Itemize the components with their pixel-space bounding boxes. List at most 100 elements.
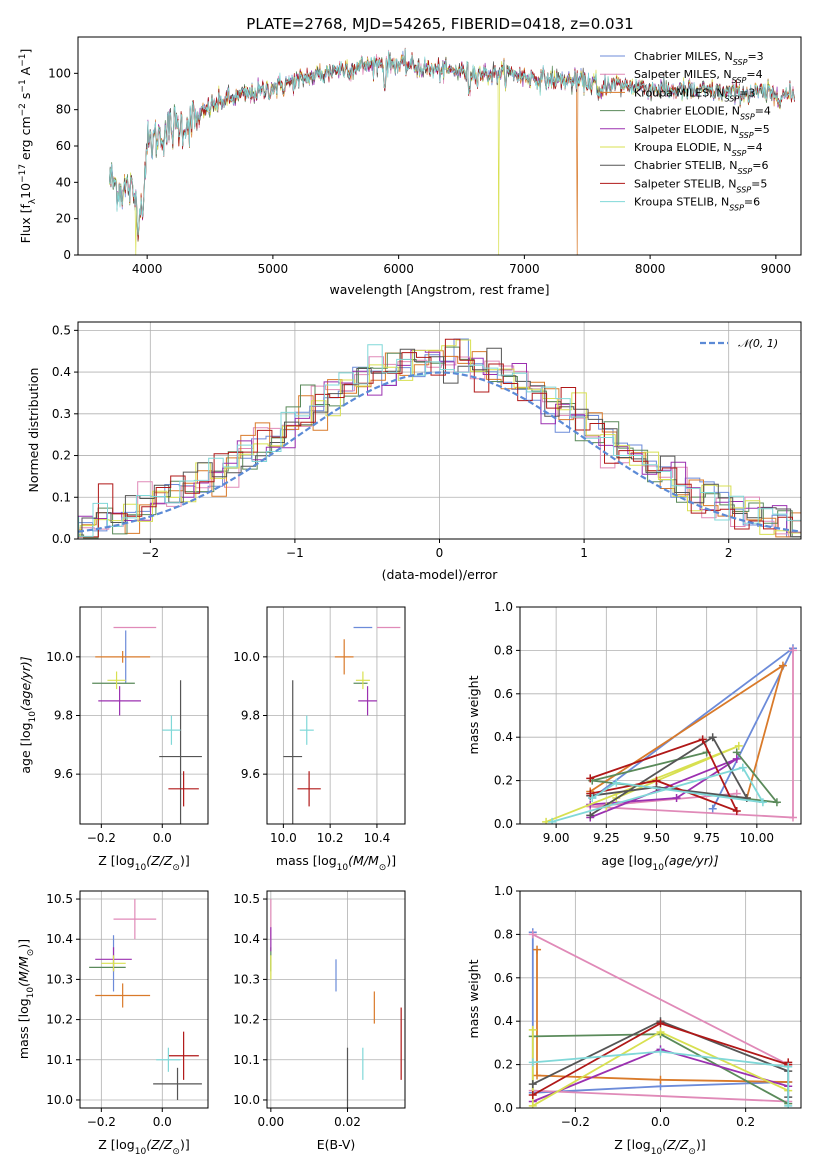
legend-label-name: Salpeter ELODIE, N: [634, 123, 739, 136]
legend-label-sub: SSP: [732, 149, 747, 158]
weight-vs-age-panel: 9.00 9.25 9.50 9.75 10.00 0.0 0.2 0.4 0.6 0.8 1.0 a…: [466, 600, 802, 873]
y-axis-label: mass [log10(M/M⊙)]: [16, 939, 36, 1059]
x-axis-label-part: ⊙: [172, 863, 180, 873]
y-axis-label-part: s: [18, 93, 33, 104]
x-tick-label: 9.00: [543, 831, 570, 845]
y-tick-label: 0.6: [494, 687, 513, 701]
weight-marker: [586, 774, 595, 783]
legend-label-name: Kroupa STELIB, N: [634, 196, 729, 209]
x-axis-label-part: age [log: [601, 853, 652, 868]
weight-marker: [758, 798, 767, 807]
y-tick-label: 0.0: [52, 532, 71, 546]
y-tick-label: 0.1: [52, 490, 71, 504]
weight-marker: [788, 646, 797, 655]
legend-label-count: =3: [739, 86, 755, 99]
y-tick-label: 10.0: [46, 650, 73, 664]
weight-marker: [533, 1071, 542, 1080]
plot-area: [270, 899, 402, 1108]
weight-marker: [548, 817, 557, 824]
plot-area: [283, 626, 401, 824]
x-axis-label-part: ⊙: [688, 1147, 696, 1157]
x-tick-label: 4000: [132, 262, 163, 276]
y-axis-label-part: (age/yr)]: [18, 656, 33, 711]
x-axis-label: age [log10(age/yr)]: [601, 853, 718, 873]
x-tick-label: −0.2: [87, 831, 116, 845]
y-axis-label: age [log10(age/yr)]: [18, 656, 38, 773]
x-axis-label-part: Z [log: [614, 1137, 650, 1152]
legend-label: Kroupa ELODIE, NSSP=4: [634, 141, 763, 158]
histogram-step: [78, 350, 801, 538]
y-tick-label: 0.4: [52, 365, 71, 379]
legend-label: Chabrier ELODIE, NSSP=4: [634, 105, 771, 122]
plot-area: [89, 899, 202, 1100]
y-axis-label-part: −1: [18, 79, 28, 92]
y-tick-label: 100: [48, 66, 71, 80]
plot-area: [92, 626, 202, 824]
x-axis-label-part: mass [log: [276, 853, 337, 868]
age-vs-mass-panel: 10.0 10.2 10.4 9.6 9.8 10.0 mass [log10(M/M⊙)]: [233, 606, 406, 873]
legend-label: Kroupa STELIB, NSSP=6: [634, 196, 760, 213]
weight-marker: [656, 1019, 665, 1028]
weight-vs-metallicity-panel: −0.2 0.0 0.2 0.0 0.2 0.4 0.6 0.8 1.0 Z [log10(Z/Z…: [466, 884, 802, 1157]
weight-marker: [788, 813, 797, 822]
weight-marker: [528, 1101, 537, 1108]
y-tick-label: 0.2: [494, 774, 513, 788]
y-tick-label: 0.2: [52, 449, 71, 463]
x-tick-label: 0.2: [736, 1115, 755, 1129]
x-axis-label-part: 10: [135, 863, 147, 873]
x-tick-label: 0.02: [334, 1115, 361, 1129]
x-axis-label-part: 10: [135, 1147, 147, 1157]
legend-label-name: Chabrier MILES, N: [634, 50, 733, 63]
weight-marker: [698, 735, 707, 744]
weight-marker: [784, 1062, 793, 1071]
y-tick-label: 60: [56, 139, 71, 153]
x-axis-label-part: )]: [180, 1137, 190, 1152]
y-axis-label-part: 10: [28, 711, 38, 723]
y-tick-label: 0.6: [494, 971, 513, 985]
legend-label-sub: SSP: [732, 76, 747, 85]
mass-vs-metallicity-panel: −0.2 0.010.010.110.210.310.410.5Z [log10(…: [16, 890, 209, 1157]
plot-area: [528, 928, 793, 1108]
x-tick-label: 1: [580, 546, 588, 560]
y-tick-label: 0.5: [52, 323, 71, 337]
y-axis-label-part: A: [18, 66, 33, 79]
x-axis-label: E(B-V): [317, 1137, 356, 1152]
y-axis-label: mass weight: [466, 959, 481, 1038]
y-tick-label: 9.6: [241, 767, 260, 781]
legend-label: Salpeter ELODIE, NSSP=5: [634, 123, 770, 140]
weight-marker: [778, 661, 787, 670]
legend-label-count: =4: [746, 68, 762, 81]
mass-vs-extinction-panel: 0.00 0.02 10.0 10.1 10.2 10.3 10.4 10.5 E(B-V): [233, 890, 406, 1152]
y-axis-label-part: mass [log: [16, 998, 31, 1059]
residual-histogram-panel: −2 −1 0 1 2 0.0 0.1 0.2 0.3 0.4 0.5 (data-model)/er…: [26, 321, 802, 582]
histogram-step: [78, 339, 801, 537]
x-tick-label: 0: [436, 546, 444, 560]
x-axis-label-part: )]: [696, 1137, 706, 1152]
y-tick-label: 10.3: [46, 972, 73, 986]
y-tick-label: 0.4: [494, 1014, 513, 1028]
weight-marker: [586, 789, 595, 798]
x-tick-label: 10.00: [740, 831, 774, 845]
y-axis-label: Flux [fλ10−17 erg cm−2 s−1 A−1]: [18, 49, 38, 244]
weight-marker: [528, 1058, 537, 1067]
weight-marker: [652, 776, 661, 785]
x-axis-label: mass [log10(M/M⊙)]: [276, 853, 396, 873]
y-axis-label-part: ]: [18, 49, 33, 54]
weight-marker: [772, 798, 781, 807]
y-tick-label: 9.8: [241, 709, 260, 723]
legend-label: Salpeter STELIB, NSSP=5: [634, 177, 767, 194]
legend-label-sub: SSP: [740, 112, 755, 121]
legend-label-name: Kroupa ELODIE, N: [634, 141, 732, 154]
histogram-step: [78, 349, 801, 539]
x-axis-label-part: ⊙: [172, 1147, 180, 1157]
x-tick-label: 0.0: [153, 831, 172, 845]
x-axis-label: Z [log10(Z/Z⊙)]: [614, 1137, 705, 1157]
weight-marker: [708, 804, 717, 813]
weight-marker: [734, 741, 743, 750]
weight-marker: [528, 930, 537, 939]
y-tick-label: 10.0: [233, 1093, 260, 1107]
legend-label-name: Salpeter MILES, N: [634, 68, 732, 81]
y-tick-label: 10.5: [233, 892, 260, 906]
y-tick-label: 0: [63, 248, 71, 262]
y-tick-label: 10.4: [46, 932, 73, 946]
